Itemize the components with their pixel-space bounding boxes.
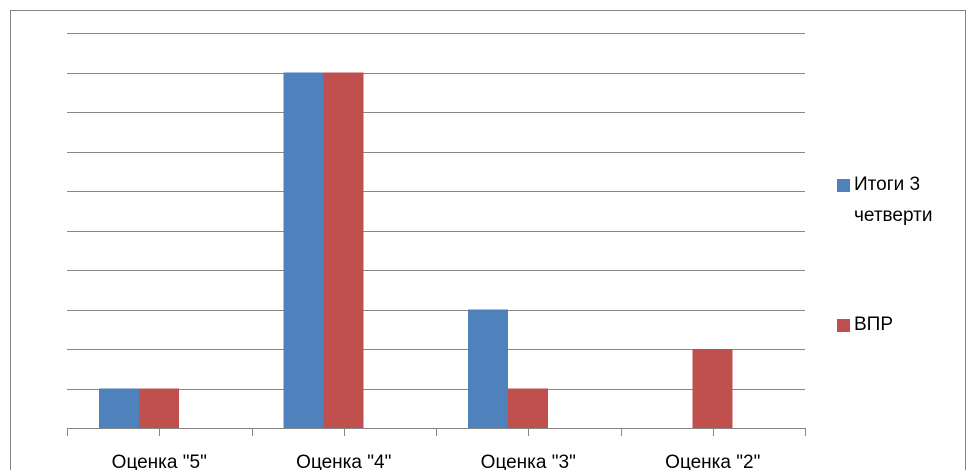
bar-series-2-4 (692, 349, 733, 428)
x-tick-label: Оценка "2" (665, 452, 760, 470)
x-axis (67, 428, 806, 436)
x-tick-label: Оценка "4" (296, 452, 391, 470)
bar-series-1-2 (283, 72, 324, 428)
gridlines (67, 33, 805, 390)
legend-label-1: четверти (854, 205, 932, 226)
bar-series-1-3 (468, 309, 508, 428)
x-tick-label: Оценка "3" (481, 452, 576, 470)
legend-label-1: Итоги 3 (854, 174, 920, 195)
legend: Итоги 3 четверти ВПР (837, 174, 932, 335)
bar-series-2-2 (323, 72, 364, 428)
bar-series-2-1 (139, 388, 179, 428)
bar-series-2-3 (508, 388, 548, 428)
x-tick-label: Оценка "5" (112, 452, 207, 470)
x-tick-labels: Оценка "5" Оценка "4" Оценка "3" Оценка "2" (112, 452, 761, 473)
bar-series-1-1 (99, 388, 139, 428)
legend-label-2: ВПР (854, 314, 893, 335)
legend-swatch-2 (837, 319, 850, 332)
bars (99, 72, 733, 428)
legend-swatch-1 (837, 179, 850, 192)
